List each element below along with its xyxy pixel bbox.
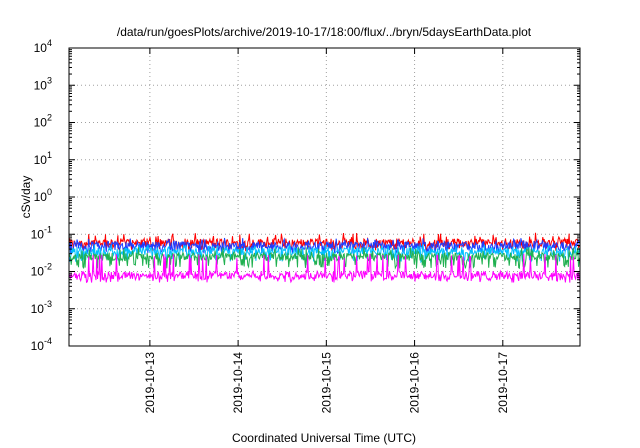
y-tick-label: 101 xyxy=(34,150,52,167)
y-axis-label: cSv/day xyxy=(19,176,33,219)
y-tick-label: 10-1 xyxy=(31,224,52,241)
x-tick-label: 2019-10-16 xyxy=(408,352,422,414)
x-tick-label: 2019-10-14 xyxy=(231,352,245,414)
series-layer xyxy=(68,232,581,284)
y-tick-label: 104 xyxy=(34,38,52,55)
x-axis-label: Coordinated Universal Time (UTC) xyxy=(232,431,416,445)
series-line-5 xyxy=(68,253,581,284)
y-axis: 10-4 10-3 10-2 10-1 100 101 102 103 104 xyxy=(31,38,580,353)
x-tick-label: 2019-10-13 xyxy=(143,352,157,414)
y-tick-label: 10-4 xyxy=(31,336,52,353)
chart-title: /data/run/goesPlots/archive/2019-10-17/1… xyxy=(117,25,532,39)
series-line-2 xyxy=(68,237,581,255)
grid xyxy=(69,48,580,346)
y-tick-label: 100 xyxy=(34,187,52,204)
x-axis: 2019-10-13 2019-10-14 2019-10-15 2019-10-16… xyxy=(143,48,510,413)
y-tick-label: 10-3 xyxy=(31,299,52,316)
series-line-3 xyxy=(68,244,581,264)
y-tick-label: 103 xyxy=(34,75,52,92)
x-tick-label: 2019-10-15 xyxy=(319,352,333,414)
y-tick-label: 102 xyxy=(34,113,52,130)
x-tick-label: 2019-10-17 xyxy=(496,352,510,414)
y-tick-label: 10-2 xyxy=(31,262,52,279)
